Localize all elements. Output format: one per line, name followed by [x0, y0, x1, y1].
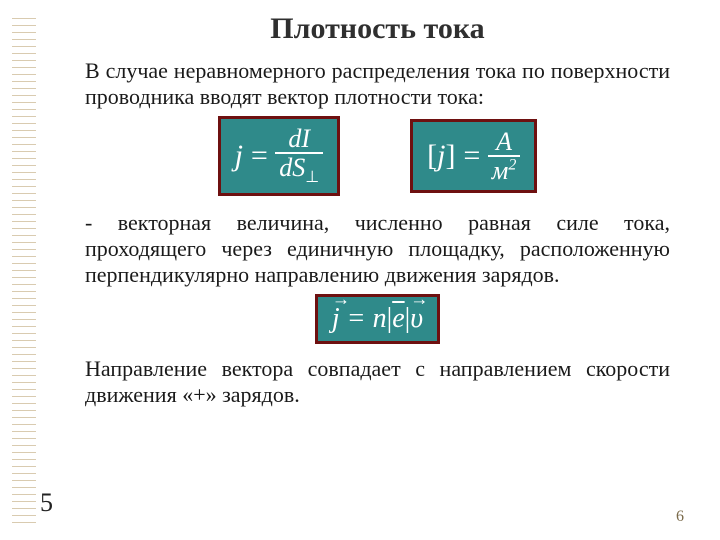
slide-number-main: 5 [40, 488, 53, 518]
slide: Плотность тока В случае неравномерного р… [0, 0, 720, 540]
direction-paragraph: Направление вектора совпадает с направле… [85, 356, 670, 408]
slide-number-small: 6 [676, 508, 684, 526]
formula-row-2: j = n|e|υ [85, 294, 670, 344]
formula-row-1: j = dI dS⊥ [j] = A м2 [85, 116, 670, 196]
formula-units: [j] = A м2 [410, 119, 537, 194]
formula1-numerator: dI [284, 125, 314, 152]
formula2-denominator: м2 [488, 155, 521, 184]
formula3-expression: j = n|e|υ [332, 303, 423, 335]
formula1-denominator: dS⊥ [275, 152, 323, 187]
formula1-lhs: j [235, 139, 243, 173]
formula-definition: j = dI dS⊥ [218, 116, 341, 196]
formula2-numerator: A [492, 128, 516, 155]
formula2-fraction: A м2 [488, 128, 521, 185]
formula-vector: j = n|e|υ [315, 294, 440, 344]
formula1-fraction: dI dS⊥ [275, 125, 323, 187]
equals-sign: = [249, 139, 269, 173]
intro-paragraph: В случае неравномерного распределения то… [85, 58, 670, 110]
definition-paragraph: - векторная величина, численно равная си… [85, 210, 670, 288]
formula2-lhs: [j] [427, 139, 455, 173]
equals-sign: = [462, 139, 482, 173]
slide-title: Плотность тока [85, 12, 670, 46]
